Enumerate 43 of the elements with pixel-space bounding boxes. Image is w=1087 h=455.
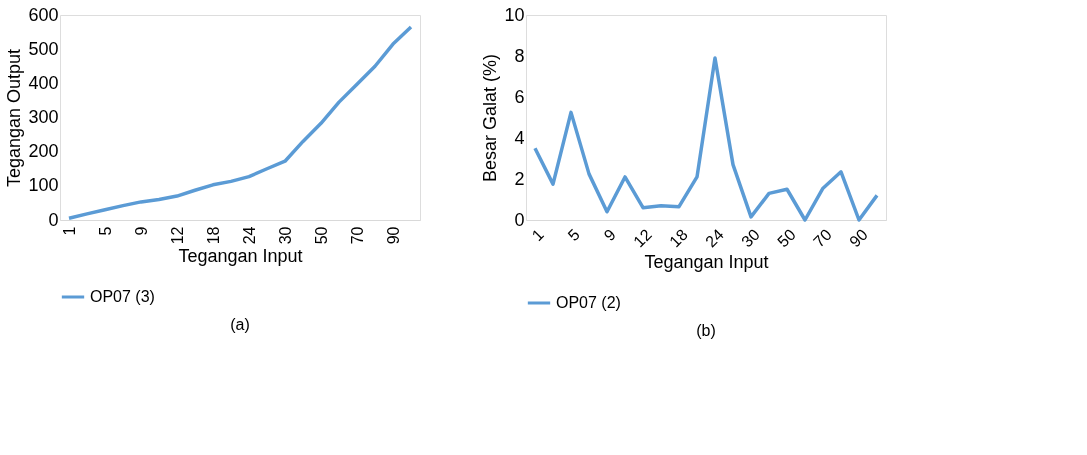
y-tick-label: 4 xyxy=(514,127,525,148)
legend-label: OP07 (2) xyxy=(556,294,621,311)
text: (b) xyxy=(696,322,716,339)
x-tick-label: 18 xyxy=(204,226,222,245)
legend-label: OP07 (3) xyxy=(90,288,155,305)
y-tick-label: 600 xyxy=(28,4,59,25)
y-axis-title: Tegangan Output xyxy=(4,48,25,188)
x-tick-label: 50 xyxy=(312,226,330,245)
x-tick-label: 12 xyxy=(630,225,655,251)
x-tick-label: 24 xyxy=(702,225,727,251)
y-tick-label: 0 xyxy=(514,209,525,230)
y-tick-label: 400 xyxy=(28,72,59,93)
x-tick-label: 70 xyxy=(348,226,366,245)
x-tick-label: 1 xyxy=(60,226,78,236)
line-series xyxy=(533,56,879,222)
x-axis-title: Tegangan Input xyxy=(178,246,303,267)
x-tick-label: 90 xyxy=(384,226,402,245)
line-series xyxy=(67,25,413,221)
y-tick-label: 200 xyxy=(28,141,59,162)
x-axis-title: Tegangan Input xyxy=(644,252,769,273)
y-tick-label: 2 xyxy=(514,168,525,189)
x-tick-label: 70 xyxy=(810,225,835,251)
y-tick-label: 300 xyxy=(28,107,59,127)
x-tick-label: 24 xyxy=(240,226,258,245)
y-tick-label: 8 xyxy=(514,45,525,66)
x-tick-label: 1 xyxy=(528,225,547,245)
x-tick-label: 50 xyxy=(774,225,799,251)
x-tick-label: 30 xyxy=(276,226,294,245)
y-tick-label: 10 xyxy=(504,4,525,25)
x-tick-label: 5 xyxy=(564,225,583,245)
x-tick-label: 9 xyxy=(600,225,619,245)
y-axis-title: Besar Galat (%) xyxy=(480,53,501,183)
y-tick-label: 6 xyxy=(514,86,525,107)
y-tick-label: 100 xyxy=(28,175,59,196)
x-tick-label: 90 xyxy=(846,225,871,251)
x-tick-label: 12 xyxy=(168,226,186,245)
x-tick-label: 5 xyxy=(96,226,114,236)
text: (a) xyxy=(230,316,250,333)
x-tick-label: 9 xyxy=(132,226,150,236)
y-tick-label: 0 xyxy=(48,209,59,230)
x-tick-label: 18 xyxy=(666,225,691,251)
x-tick-label: 30 xyxy=(738,225,763,251)
y-tick-label: 500 xyxy=(28,38,59,59)
